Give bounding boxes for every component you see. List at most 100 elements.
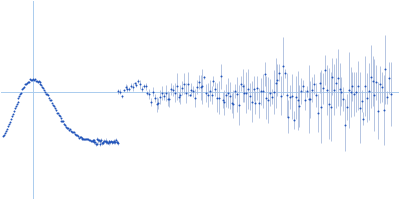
- Point: [90, 139, 96, 142]
- Point: [135, 79, 142, 83]
- Point: [77, 135, 84, 138]
- Point: [61, 122, 68, 125]
- Point: [69, 130, 75, 134]
- Point: [58, 119, 65, 122]
- Point: [46, 96, 52, 99]
- Point: [59, 119, 66, 123]
- Point: [35, 80, 42, 83]
- Point: [76, 136, 82, 139]
- Point: [80, 137, 87, 140]
- Point: [318, 105, 324, 108]
- Point: [93, 142, 99, 145]
- Point: [280, 64, 286, 67]
- Point: [232, 89, 238, 92]
- Point: [265, 98, 272, 102]
- Point: [196, 81, 202, 84]
- Point: [313, 94, 319, 97]
- Point: [157, 96, 164, 99]
- Point: [278, 94, 284, 97]
- Point: [38, 83, 45, 86]
- Point: [141, 85, 147, 88]
- Point: [219, 99, 226, 102]
- Point: [103, 141, 110, 144]
- Point: [100, 142, 106, 145]
- Point: [54, 111, 61, 115]
- Point: [267, 91, 273, 94]
- Point: [130, 85, 136, 89]
- Point: [87, 138, 93, 141]
- Point: [307, 98, 314, 101]
- Point: [263, 96, 270, 99]
- Point: [74, 133, 80, 137]
- Point: [32, 78, 38, 81]
- Point: [150, 90, 156, 93]
- Point: [92, 140, 98, 144]
- Point: [296, 104, 302, 107]
- Point: [81, 138, 88, 141]
- Point: [304, 90, 310, 93]
- Point: [386, 76, 392, 80]
- Point: [39, 85, 46, 88]
- Point: [85, 138, 92, 141]
- Point: [104, 140, 110, 143]
- Point: [115, 90, 121, 93]
- Point: [368, 75, 374, 78]
- Point: [83, 137, 90, 140]
- Point: [227, 94, 233, 97]
- Point: [10, 110, 17, 113]
- Point: [79, 137, 86, 141]
- Point: [99, 142, 105, 145]
- Point: [388, 92, 394, 95]
- Point: [221, 101, 228, 104]
- Point: [260, 90, 266, 93]
- Point: [247, 95, 253, 98]
- Point: [316, 81, 323, 84]
- Point: [133, 83, 140, 87]
- Point: [139, 88, 145, 91]
- Point: [62, 124, 68, 127]
- Point: [29, 78, 35, 81]
- Point: [382, 68, 389, 71]
- Point: [102, 140, 108, 143]
- Point: [373, 81, 380, 84]
- Point: [89, 139, 95, 142]
- Point: [88, 139, 94, 142]
- Point: [110, 140, 116, 143]
- Point: [96, 140, 103, 143]
- Point: [342, 123, 348, 127]
- Point: [152, 96, 158, 100]
- Point: [124, 87, 130, 90]
- Point: [48, 99, 54, 102]
- Point: [194, 85, 200, 89]
- Point: [84, 137, 90, 140]
- Point: [28, 78, 34, 81]
- Point: [142, 85, 149, 88]
- Point: [320, 87, 326, 90]
- Point: [360, 117, 367, 120]
- Point: [216, 96, 222, 99]
- Point: [256, 101, 262, 104]
- Point: [170, 89, 176, 92]
- Point: [164, 97, 171, 100]
- Point: [188, 88, 194, 91]
- Point: [254, 86, 260, 90]
- Point: [183, 91, 189, 94]
- Point: [44, 93, 50, 96]
- Point: [309, 88, 316, 91]
- Point: [329, 75, 336, 78]
- Point: [115, 141, 121, 145]
- Point: [333, 81, 339, 85]
- Point: [36, 80, 43, 84]
- Point: [262, 73, 268, 76]
- Point: [311, 83, 317, 86]
- Point: [91, 138, 98, 141]
- Point: [16, 95, 23, 98]
- Point: [72, 133, 78, 136]
- Point: [192, 97, 198, 100]
- Point: [27, 78, 33, 81]
- Point: [241, 91, 248, 95]
- Point: [378, 86, 385, 89]
- Point: [56, 114, 63, 117]
- Point: [43, 92, 49, 95]
- Point: [172, 91, 178, 94]
